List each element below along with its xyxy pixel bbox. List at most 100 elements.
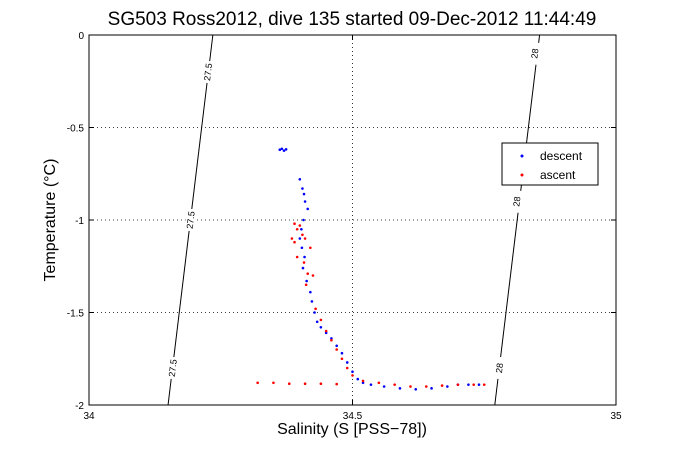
x-tick-label: 34.5 <box>343 411 363 422</box>
contour-label-bg <box>510 189 524 214</box>
y-axis-label: Temperature (°C) <box>42 159 59 282</box>
data-point-descent <box>351 370 354 374</box>
density-contours: 27.5 27.5 27.5 28 28 28 <box>166 34 542 406</box>
data-point-ascent <box>440 384 444 387</box>
data-point-descent <box>301 187 304 190</box>
legend: descent ascent <box>501 142 599 186</box>
chart-title: SG503 Ross2012, dive 135 started 09-Dec-… <box>108 9 597 30</box>
data-points <box>256 147 486 391</box>
plot-area: 27.5 27.5 27.5 28 28 28 34 34.5 35 0 -0.5 -1 -1.5 -2 <box>67 31 622 422</box>
data-point-ascent <box>298 224 302 227</box>
data-point-ascent <box>295 255 299 259</box>
contour-label-bg <box>201 60 215 84</box>
contour-label-bg <box>184 208 197 232</box>
data-point-descent <box>361 381 365 385</box>
data-point-ascent <box>335 348 338 351</box>
data-point-descent <box>356 377 360 381</box>
y-tick-label: -1 <box>75 216 84 227</box>
data-point-descent <box>340 351 344 355</box>
legend-box <box>501 142 599 186</box>
legend-marker-ascent <box>520 173 524 177</box>
legend-label-descent: descent <box>540 149 583 163</box>
data-point-descent <box>302 218 305 222</box>
data-point-ascent <box>424 385 428 388</box>
data-point-descent <box>382 385 386 388</box>
data-point-descent <box>282 149 286 152</box>
data-point-descent <box>345 361 349 364</box>
data-point-descent <box>324 331 328 335</box>
data-point-descent <box>300 227 303 231</box>
data-point-ascent <box>340 357 344 361</box>
contour-label: 28 <box>529 48 540 59</box>
data-point-ascent <box>309 246 312 250</box>
data-point-descent <box>298 237 302 240</box>
data-point-descent <box>313 311 316 314</box>
data-point-descent <box>302 192 306 196</box>
data-point-ascent <box>293 222 296 225</box>
data-point-ascent <box>335 382 338 386</box>
data-point-descent <box>446 385 449 388</box>
data-point-ascent <box>306 272 310 275</box>
grid-lines <box>89 35 616 405</box>
data-point-ascent <box>311 274 315 277</box>
data-point-descent <box>309 290 312 294</box>
y-tick-label: -1.5 <box>67 309 85 320</box>
data-point-descent <box>330 337 333 340</box>
x-axis-label: Salinity (S [PSS−78]) <box>277 421 427 438</box>
data-point-ascent <box>324 329 328 333</box>
contour-label: 28 <box>494 362 505 373</box>
data-point-descent <box>430 387 433 390</box>
data-point-ascent <box>293 240 296 244</box>
data-point-descent <box>298 178 302 181</box>
contour-label: 27.5 <box>202 63 214 82</box>
data-point-ascent <box>319 382 323 386</box>
data-point-descent <box>369 383 373 386</box>
contour-label-bg <box>493 356 506 380</box>
data-point-descent <box>477 383 481 386</box>
data-point-descent <box>301 266 305 270</box>
data-point-ascent <box>295 227 299 231</box>
data-point-descent <box>305 279 308 283</box>
contour-label: 27.5 <box>185 211 197 230</box>
data-point-ascent <box>393 383 396 386</box>
data-point-ascent <box>303 382 307 386</box>
y-tick-label: 0 <box>78 31 84 42</box>
data-point-ascent <box>301 233 304 237</box>
data-point-ascent <box>287 382 291 386</box>
data-point-descent <box>300 246 304 250</box>
data-point-ascent <box>409 385 412 388</box>
y-tick-label: -0.5 <box>67 124 85 135</box>
data-point-ascent <box>303 237 307 240</box>
data-point-descent <box>284 148 288 151</box>
data-point-ascent <box>472 383 476 386</box>
data-point-ascent <box>272 381 275 385</box>
legend-label-ascent: ascent <box>540 168 576 182</box>
data-point-descent <box>467 383 470 386</box>
data-point-ascent <box>256 381 259 385</box>
axis-ticks: 34 34.5 35 0 -0.5 -1 -1.5 -2 <box>67 31 622 422</box>
data-point-descent <box>310 300 314 303</box>
data-point-ascent <box>304 283 308 287</box>
data-point-ascent <box>330 338 333 342</box>
data-point-descent <box>306 207 310 211</box>
data-point-ascent <box>456 383 460 386</box>
data-point-descent <box>319 326 323 329</box>
x-tick-label: 34 <box>83 411 95 422</box>
data-point-ascent <box>361 379 365 383</box>
data-point-ascent <box>377 381 381 385</box>
data-point-descent <box>335 344 338 348</box>
data-point-ascent <box>482 383 486 386</box>
data-point-ascent <box>290 237 294 240</box>
data-point-descent <box>414 387 418 391</box>
data-point-ascent <box>319 318 323 322</box>
data-point-ascent <box>302 261 306 264</box>
legend-marker-descent <box>520 154 524 158</box>
contour-label-bg <box>528 41 542 66</box>
data-point-descent <box>398 387 402 390</box>
y-tick-label: -2 <box>75 401 84 412</box>
data-point-ascent <box>314 307 317 311</box>
data-point-descent <box>280 147 284 151</box>
density-contour-line <box>494 34 541 406</box>
data-point-descent <box>278 148 282 151</box>
